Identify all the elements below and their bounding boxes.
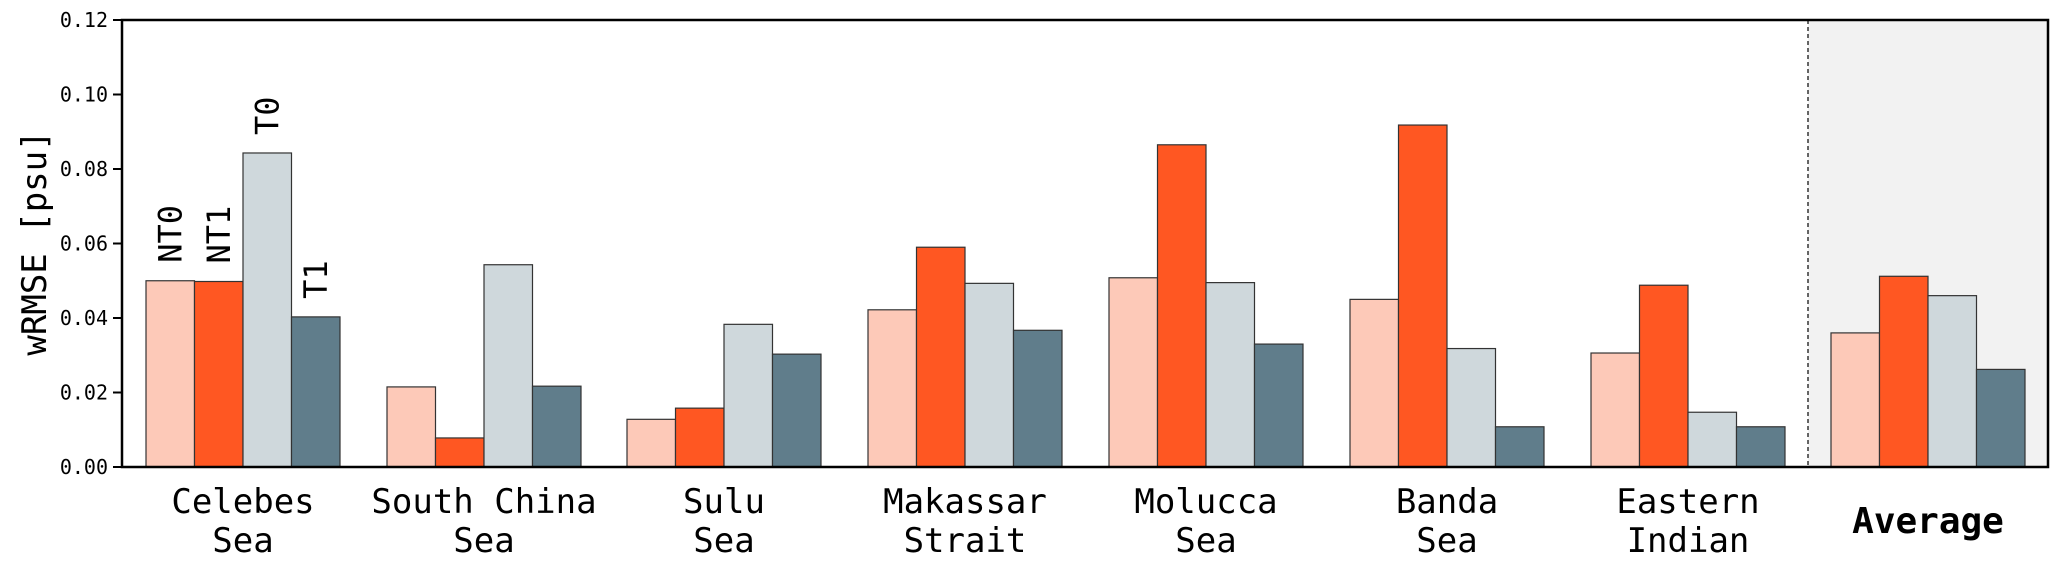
bar-group-3-t1 — [1012, 329, 1063, 468]
x-label-line1: Banda — [1396, 482, 1498, 522]
y-tick-label: 0.04 — [60, 306, 108, 330]
series-label-nt0: NT0 — [151, 205, 189, 263]
bar-group-2-t0 — [723, 323, 774, 468]
bar-group-0-t0 — [242, 152, 293, 468]
x-label-line2: Sea — [1416, 521, 1477, 561]
y-tick-label: 0.02 — [60, 381, 108, 405]
y-tick-label: 0.00 — [60, 455, 108, 479]
bar-group-4-nt0 — [1108, 277, 1159, 468]
x-label-line2: Strait — [904, 521, 1027, 561]
bar-group-6-nt0 — [1590, 352, 1641, 468]
y-tick-label: 0.06 — [60, 232, 108, 256]
x-label-line2: Sea — [1175, 521, 1236, 561]
x-label-line1: South China — [371, 482, 596, 522]
bar-group-6-t1 — [1735, 426, 1786, 468]
y-axis-label: wRMSE [psu] — [15, 130, 55, 355]
bar-group-0-nt0 — [145, 280, 196, 468]
x-label-line2: Sea — [693, 521, 754, 561]
bar-group-3-t0 — [964, 282, 1015, 468]
x-label-line1: Sulu — [683, 482, 765, 522]
bar-group-1-nt1 — [434, 437, 485, 468]
series-label-t1: T1 — [297, 260, 335, 299]
bar-group-5-nt1 — [1397, 124, 1448, 468]
bar-group-0-nt1 — [193, 280, 244, 468]
bar-group-4-t1 — [1253, 343, 1304, 468]
series-label-nt1: NT1 — [200, 206, 238, 264]
series-labels-layer: NT0 NT1 T0 T1 — [151, 96, 335, 298]
bar-group-1-t0 — [483, 264, 534, 468]
bars-layer — [145, 124, 2026, 468]
bar-average-nt1 — [1878, 275, 1929, 468]
bar-group-2-nt1 — [674, 407, 725, 468]
bar-group-5-t0 — [1446, 347, 1497, 468]
x-label-line1: Makassar — [883, 482, 1047, 522]
x-label-line1: Molucca — [1134, 482, 1277, 522]
x-label-line1: Celebes — [171, 482, 314, 522]
y-tick-label: 0.12 — [60, 8, 108, 32]
bar-group-6-t0 — [1687, 411, 1738, 468]
bar-group-3-nt0 — [867, 309, 918, 468]
series-label-t0: T0 — [248, 96, 286, 135]
x-label-average: Average — [1852, 501, 2004, 542]
bar-average-t1 — [1975, 368, 2026, 468]
bar-group-4-nt1 — [1156, 144, 1207, 468]
x-label-line2: Sea — [212, 521, 273, 561]
x-label-line2: Indian — [1627, 521, 1750, 561]
y-axis-ticks: 0.00 0.02 0.04 0.06 0.08 0.10 0.12 — [60, 8, 122, 479]
bar-group-1-nt0 — [386, 386, 437, 468]
bar-group-2-nt0 — [626, 418, 677, 468]
y-tick-label: 0.10 — [60, 83, 108, 107]
bar-group-3-nt1 — [915, 246, 966, 468]
bar-group-5-nt0 — [1349, 298, 1400, 468]
bar-average-nt0 — [1830, 332, 1881, 468]
bar-average-t0 — [1927, 295, 1978, 468]
bar-group-4-t0 — [1205, 282, 1256, 468]
x-label-line1: Eastern — [1616, 482, 1759, 522]
y-tick-label: 0.08 — [60, 157, 108, 181]
bar-group-0-t1 — [290, 316, 341, 468]
bar-group-1-t1 — [531, 385, 582, 468]
x-label-line2: Sea — [453, 521, 514, 561]
bar-group-2-t1 — [771, 353, 822, 468]
bar-group-5-t1 — [1494, 426, 1545, 468]
bar-group-6-nt1 — [1638, 284, 1689, 468]
